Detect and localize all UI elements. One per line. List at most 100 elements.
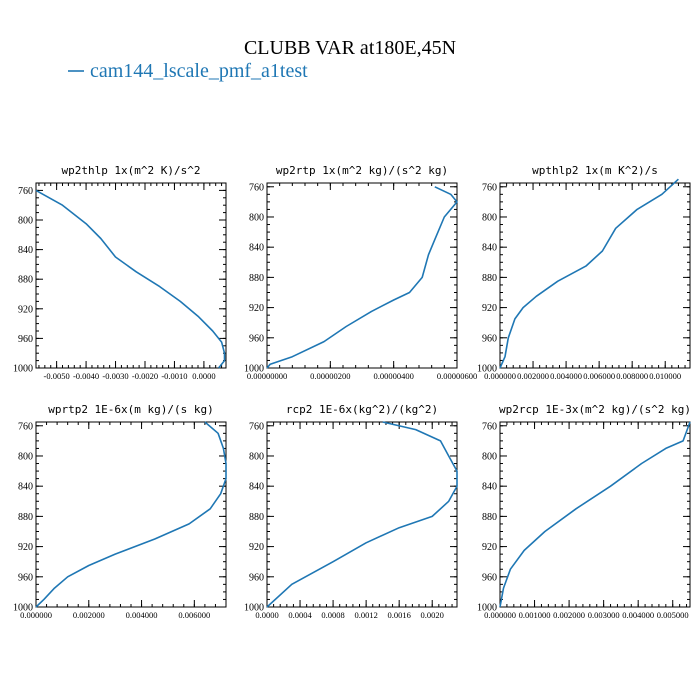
y-tick-label: 880 bbox=[482, 273, 497, 284]
series-line bbox=[499, 421, 691, 608]
x-tick-label: 0.004000 bbox=[550, 371, 582, 381]
panel-2: wp2rtp 1x(m^2 kg)/(s^2 kg) 760 800 840 880 92… bbox=[244, 164, 477, 381]
legend: cam144_lscale_pmf_a1test bbox=[68, 60, 308, 82]
y-tick-label: 840 bbox=[249, 482, 264, 493]
panel-4: wprtp2 1E-6x(m kg)/(s kg) 760 800 840 880 920… bbox=[13, 403, 227, 620]
y-tick-label: 840 bbox=[249, 243, 264, 254]
y-tick-label: 880 bbox=[18, 275, 33, 286]
panel-title: wprtp2 1E-6x(m kg)/(s kg) bbox=[48, 403, 214, 416]
x-tick-label: 0.00000200 bbox=[310, 371, 350, 381]
x-tick-label: 0.00000000 bbox=[247, 371, 287, 381]
y-tick-label: 880 bbox=[249, 512, 264, 523]
figure-title: CLUBB VAR at180E,45N bbox=[244, 37, 456, 59]
y-tick-label: 760 bbox=[18, 421, 33, 432]
x-tick-label: 0.003000 bbox=[588, 610, 620, 620]
y-tick-label: 840 bbox=[18, 245, 33, 256]
y-tick-label: 760 bbox=[249, 421, 264, 432]
y-tick-label: 920 bbox=[249, 542, 264, 553]
x-tick-label: 0.0016 bbox=[387, 610, 410, 620]
y-tick-label: 1000 bbox=[13, 364, 33, 375]
x-tick-label: 0.006000 bbox=[178, 610, 210, 620]
x-tick-label: 0.00000600 bbox=[437, 371, 477, 381]
panel-6: wp2rcp 1E-3x(m^2 kg)/(s^2 kg)760 800 840 88… bbox=[477, 403, 691, 620]
series-line bbox=[266, 186, 458, 369]
x-tick-label: -0.0020 bbox=[132, 371, 158, 381]
y-tick-label: 800 bbox=[249, 451, 264, 462]
y-tick-label: 920 bbox=[18, 304, 33, 315]
plot-frame bbox=[35, 182, 227, 369]
y-tick-label: 960 bbox=[482, 333, 497, 344]
x-tick-label: -0.0010 bbox=[161, 371, 187, 381]
y-tick-label: 960 bbox=[249, 333, 264, 344]
y-tick-label: 800 bbox=[249, 212, 264, 223]
y-tick-label: 920 bbox=[249, 303, 264, 314]
x-tick-label: 0.0004 bbox=[288, 610, 312, 620]
panel-title: wp2thlp 1x(m^2 K)/s^2 bbox=[61, 164, 200, 177]
series-line bbox=[499, 178, 679, 369]
x-tick-label: 0.006000 bbox=[583, 371, 615, 381]
y-tick-label: 800 bbox=[482, 212, 497, 223]
y-tick-label: 1000 bbox=[477, 364, 497, 375]
x-tick-label: 0.0008 bbox=[321, 610, 344, 620]
panel-title: rcp2 1E-6x(kg^2)/(kg^2) bbox=[286, 403, 438, 416]
y-tick-label: 760 bbox=[18, 186, 33, 197]
plot-frame bbox=[266, 421, 458, 608]
y-tick-label: 920 bbox=[482, 303, 497, 314]
y-tick-label: 1000 bbox=[477, 603, 497, 614]
y-tick-label: 800 bbox=[18, 216, 33, 227]
x-tick-label: 0.0020 bbox=[421, 610, 444, 620]
y-tick-label: 840 bbox=[18, 482, 33, 493]
x-tick-label: -0.0030 bbox=[102, 371, 128, 381]
legend-label: cam144_lscale_pmf_a1test bbox=[90, 60, 308, 82]
y-tick-label: 1000 bbox=[244, 603, 264, 614]
panel-grid: wp2thlp 1x(m^2 K)/s^2 760 800 840 880 920 960 1… bbox=[13, 164, 691, 620]
x-tick-label: 0.000000 bbox=[484, 610, 516, 620]
panel-3: wpthlp2 1x(m K^2)/s 760 800 840 880 920 960 100… bbox=[477, 164, 691, 381]
y-tick-label: 760 bbox=[482, 421, 497, 432]
x-tick-label: 0.010000 bbox=[649, 371, 681, 381]
y-tick-label: 920 bbox=[18, 542, 33, 553]
x-tick-label: 0.001000 bbox=[519, 610, 551, 620]
x-tick-label: 0.00000400 bbox=[373, 371, 413, 381]
x-tick-label: 0.0012 bbox=[354, 610, 377, 620]
y-tick-label: 960 bbox=[18, 572, 33, 583]
x-tick-label: -0.0040 bbox=[73, 371, 99, 381]
x-tick-label: 0.008000 bbox=[616, 371, 648, 381]
x-tick-label: 0.0000 bbox=[255, 610, 278, 620]
y-tick-label: 880 bbox=[18, 512, 33, 523]
panel-title: wpthlp2 1x(m K^2)/s bbox=[532, 164, 658, 177]
series-line bbox=[35, 189, 226, 369]
panel-1: wp2thlp 1x(m^2 K)/s^2 760 800 840 880 920 960 1… bbox=[13, 164, 227, 381]
series-line bbox=[266, 421, 458, 608]
x-tick-label: 0.000000 bbox=[484, 371, 516, 381]
x-tick-label: 0.000000 bbox=[20, 610, 52, 620]
y-tick-label: 880 bbox=[482, 512, 497, 523]
x-tick-label: 0.004000 bbox=[622, 610, 654, 620]
y-tick-label: 800 bbox=[18, 451, 33, 462]
x-tick-label: 0.002000 bbox=[553, 610, 585, 620]
y-tick-label: 880 bbox=[249, 273, 264, 284]
plot-frame bbox=[266, 182, 458, 369]
series-line bbox=[35, 421, 227, 608]
x-tick-label: 0.002000 bbox=[73, 610, 105, 620]
y-tick-label: 840 bbox=[482, 482, 497, 493]
plot-frame bbox=[499, 421, 691, 608]
plot-frame bbox=[499, 182, 691, 369]
y-tick-label: 1000 bbox=[244, 364, 264, 375]
y-tick-label: 760 bbox=[482, 182, 497, 193]
x-tick-label: 0.004000 bbox=[126, 610, 158, 620]
x-tick-label: 0.0000 bbox=[192, 371, 215, 381]
y-tick-label: 800 bbox=[482, 451, 497, 462]
panel-title: wp2rtp 1x(m^2 kg)/(s^2 kg) bbox=[276, 164, 448, 177]
x-tick-label: 0.002000 bbox=[517, 371, 549, 381]
y-tick-label: 960 bbox=[18, 334, 33, 345]
x-tick-label: 0.005000 bbox=[657, 610, 689, 620]
x-tick-label: -0.0050 bbox=[44, 371, 70, 381]
y-tick-label: 960 bbox=[482, 572, 497, 583]
y-tick-label: 920 bbox=[482, 542, 497, 553]
y-tick-label: 1000 bbox=[13, 603, 33, 614]
y-tick-label: 760 bbox=[249, 182, 264, 193]
y-tick-label: 840 bbox=[482, 243, 497, 254]
y-tick-label: 960 bbox=[249, 572, 264, 583]
